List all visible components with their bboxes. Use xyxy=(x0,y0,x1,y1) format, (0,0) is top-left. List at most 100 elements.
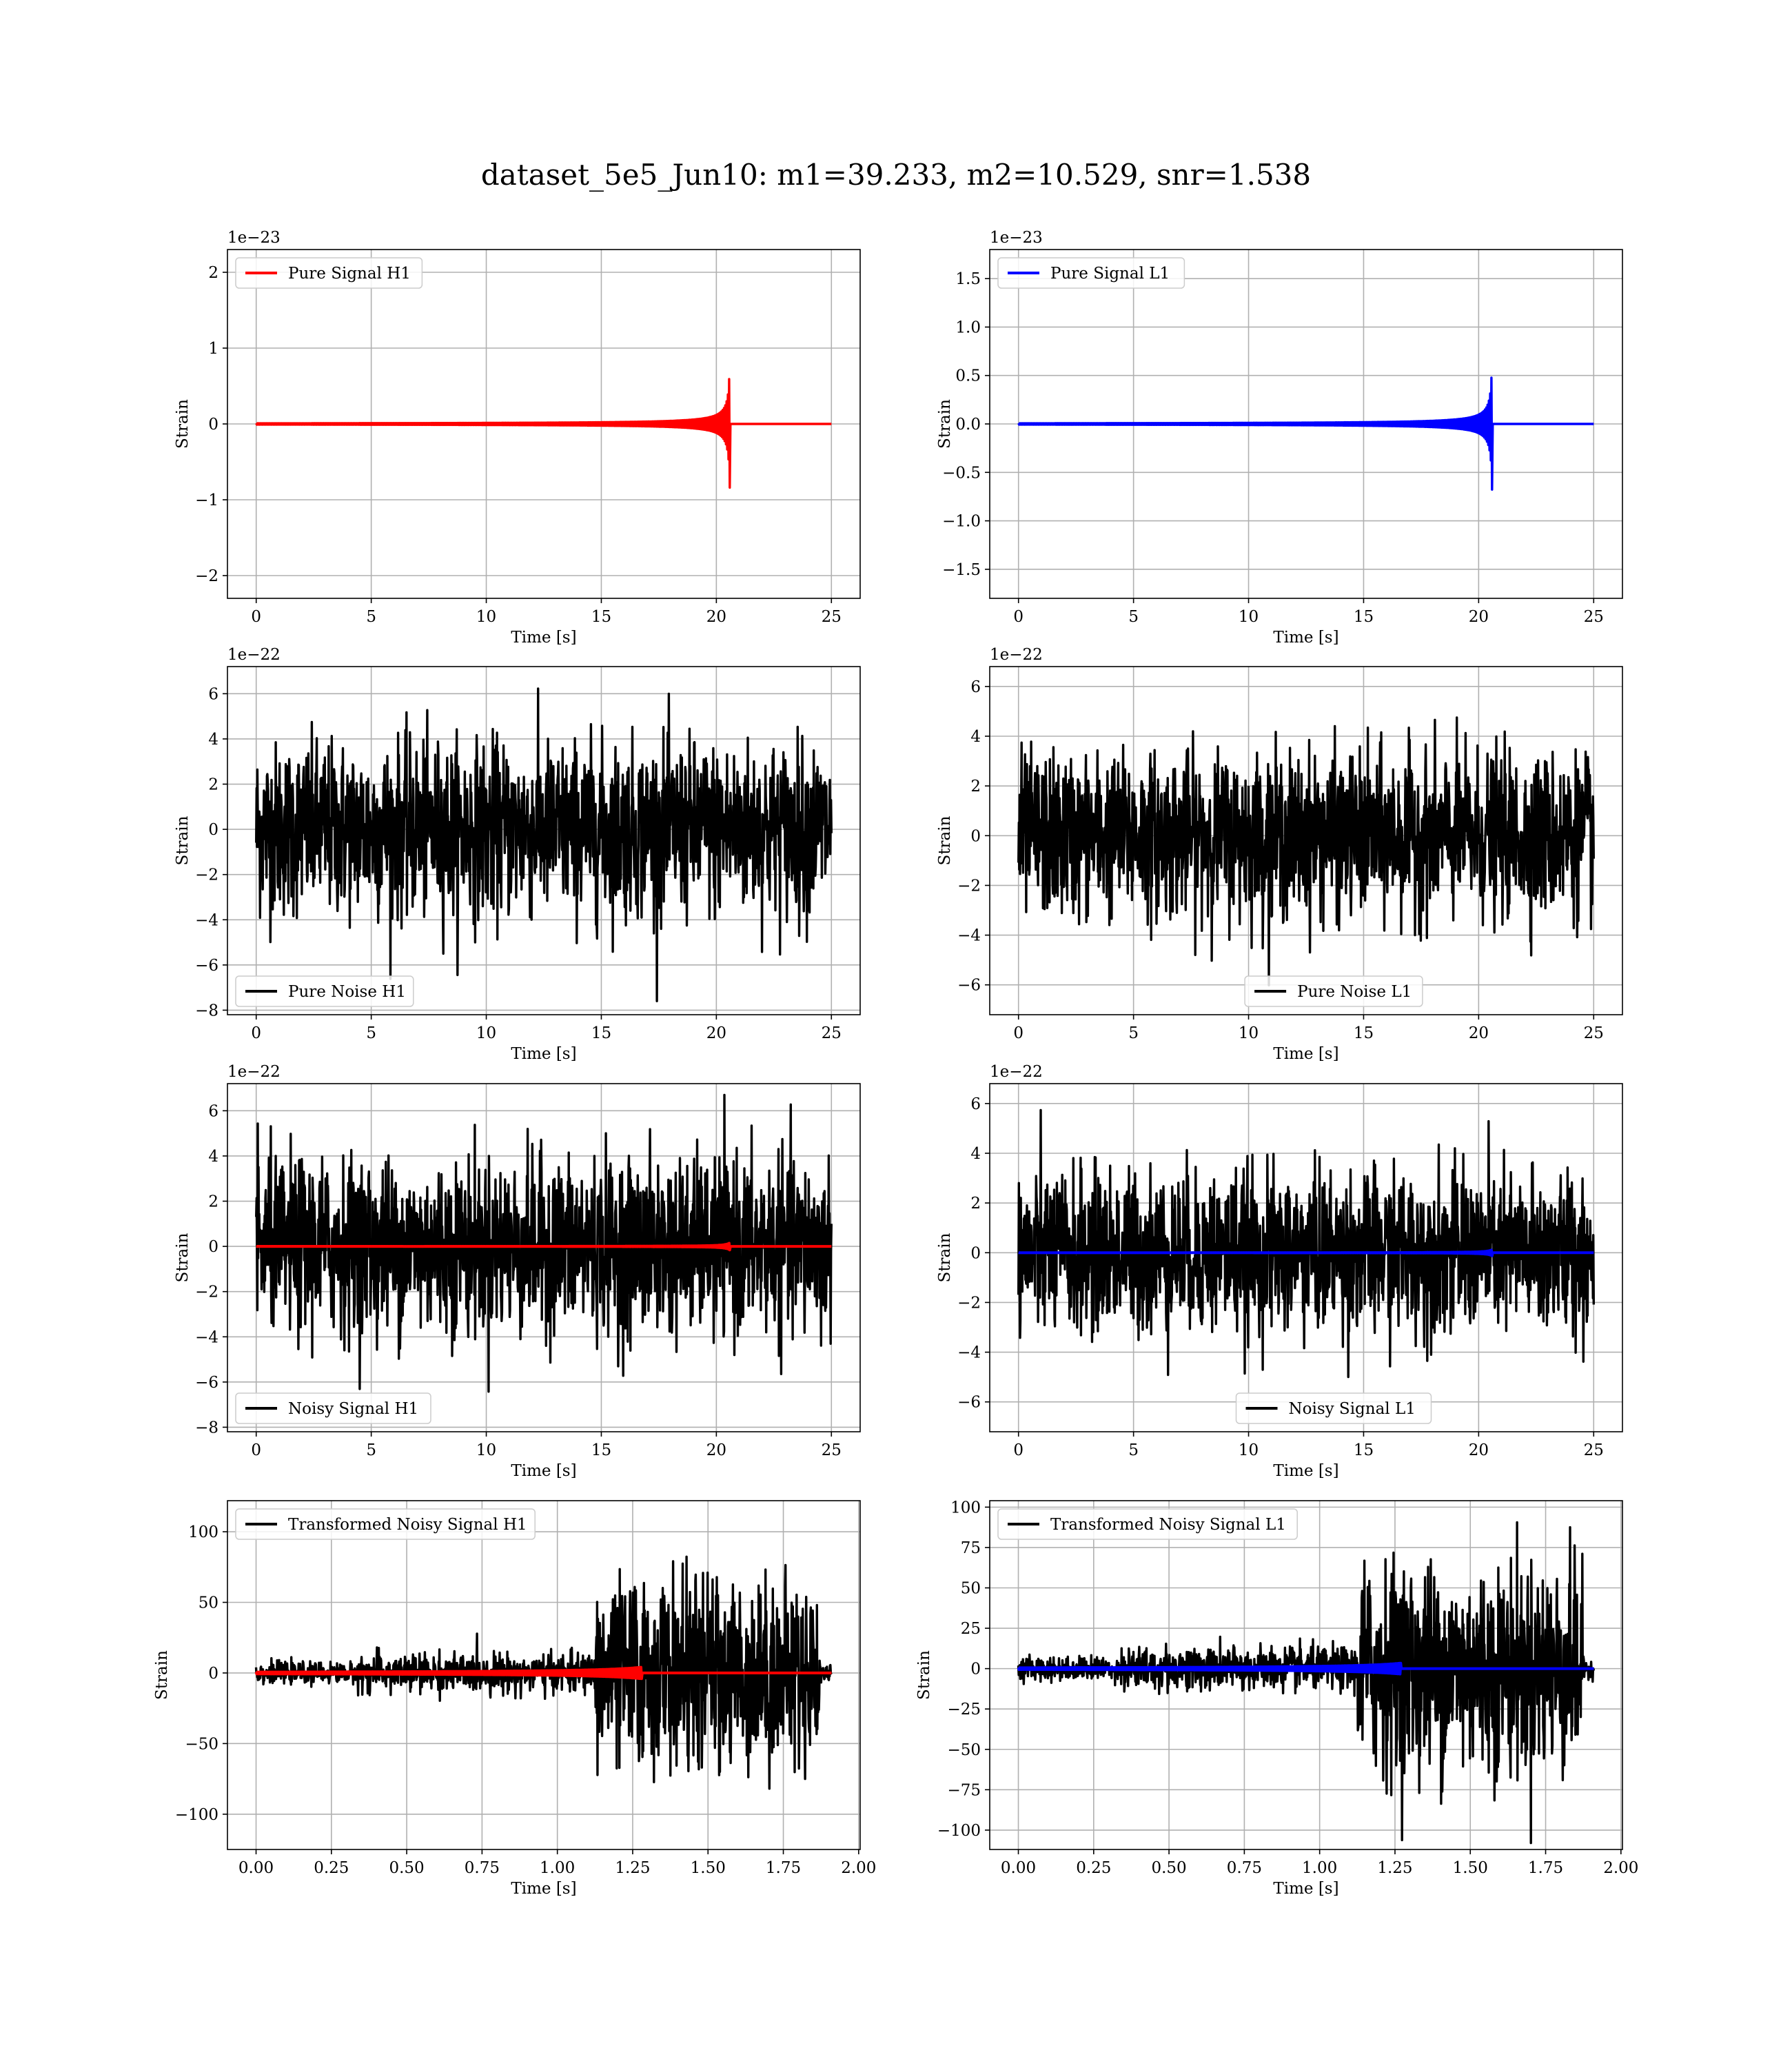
y-tick-label: 6 xyxy=(970,1095,981,1113)
y-tick-label: 4 xyxy=(208,731,218,749)
series-line-1 xyxy=(255,1093,833,1393)
legend-box xyxy=(235,975,414,1007)
y-tick-label: 4 xyxy=(970,1145,981,1163)
y-tick-label: −100 xyxy=(175,1806,218,1824)
x-tick-label: 15 xyxy=(1354,1024,1374,1042)
x-tick-label: 1.50 xyxy=(691,1859,726,1877)
x-tick-label: 5 xyxy=(366,1441,376,1459)
x-tick-label: 2.00 xyxy=(1603,1859,1638,1877)
subplot-8: 0.00 0.25 0.50 0.75 1.00 1.25 1.50 1.75 2.00 100 7… xyxy=(915,1499,1638,1898)
y-tick-label: 0 xyxy=(970,827,981,845)
x-tick-label: 1.00 xyxy=(540,1859,575,1877)
y-tick-label: 4 xyxy=(970,728,981,746)
x-axis-label: Time [s] xyxy=(1273,1045,1338,1063)
series-line-2 xyxy=(1017,1661,1595,1676)
x-tick-label: 15 xyxy=(1354,608,1374,626)
y-tick-label: −50 xyxy=(947,1741,981,1759)
y-tick-label: 2 xyxy=(970,1195,981,1213)
y-tick-label: 0 xyxy=(208,1665,218,1683)
x-tick-label: 1.75 xyxy=(1528,1859,1563,1877)
plot-area xyxy=(255,1093,833,1393)
y-axis-label: Strain xyxy=(153,1650,171,1700)
x-tick-label: 15 xyxy=(591,1024,611,1042)
plot-area xyxy=(1017,1521,1596,1845)
y-tick-label: −4 xyxy=(957,1344,981,1362)
x-tick-label: 1.50 xyxy=(1453,1859,1488,1877)
x-tick-label: 15 xyxy=(591,608,611,626)
legend-box xyxy=(235,257,423,289)
y-tick-label: 6 xyxy=(208,685,218,703)
y-axis-label: Strain xyxy=(174,399,192,449)
x-tick-label: 5 xyxy=(366,1024,376,1042)
axes-frame xyxy=(227,1500,861,1850)
y-tick-label: 0 xyxy=(208,1238,218,1256)
series-line-1 xyxy=(255,378,832,489)
x-tick-label: 5 xyxy=(366,608,376,626)
subplot-7: 0.00 0.25 0.50 0.75 1.00 1.25 1.50 1.75 2.00 100 5… xyxy=(153,1500,876,1898)
x-tick-label: 15 xyxy=(1354,1441,1374,1459)
x-tick-label: 1.00 xyxy=(1302,1859,1337,1877)
y-tick-label: −0.5 xyxy=(942,464,981,482)
y-tick-label: 50 xyxy=(961,1580,981,1598)
y-tick-label: −8 xyxy=(195,1419,218,1437)
y-axis-label: Strain xyxy=(174,815,192,865)
x-tick-label: 25 xyxy=(822,1441,842,1459)
y-tick-label: −50 xyxy=(185,1735,218,1753)
x-tick-label: 1.25 xyxy=(1377,1859,1412,1877)
y-tick-label: −2 xyxy=(195,866,218,884)
plot-area xyxy=(255,687,833,1002)
y-tick-label: 0 xyxy=(208,821,218,839)
y-tick-label: −4 xyxy=(195,911,218,929)
x-axis-label: Time [s] xyxy=(1273,629,1338,647)
plot-area xyxy=(1017,716,1595,986)
axis-offset-text: 1e−22 xyxy=(227,1063,281,1081)
y-axis-label: Strain xyxy=(936,815,954,865)
x-tick-label: 0 xyxy=(251,1024,261,1042)
x-tick-label: 2.00 xyxy=(841,1859,876,1877)
axis-offset-text: 1e−23 xyxy=(227,229,281,247)
legend-box xyxy=(235,1508,536,1540)
legend-label: Transformed Noisy Signal H1 xyxy=(288,1516,527,1534)
y-tick-label: −6 xyxy=(195,1374,218,1392)
y-tick-label: 100 xyxy=(950,1499,981,1517)
y-tick-label: −6 xyxy=(957,977,981,995)
y-tick-label: −2 xyxy=(195,567,218,585)
x-axis-label: Time [s] xyxy=(511,1045,576,1063)
legend-box xyxy=(1235,1392,1432,1424)
y-axis-label: Strain xyxy=(936,399,954,449)
y-tick-label: −2 xyxy=(957,1294,981,1312)
legend-label: Pure Noise L1 xyxy=(1297,983,1412,1001)
legend: Pure Signal L1 xyxy=(997,257,1185,289)
y-tick-label: −2 xyxy=(957,877,981,895)
x-tick-label: 25 xyxy=(822,608,842,626)
y-tick-label: 2 xyxy=(208,264,218,282)
legend-label: Noisy Signal L1 xyxy=(1289,1400,1416,1418)
y-tick-label: −8 xyxy=(195,1002,218,1020)
plot-area xyxy=(254,1555,833,1790)
legend: Transformed Noisy Signal L1 xyxy=(997,1508,1298,1540)
y-axis-label: Strain xyxy=(174,1233,192,1282)
legend-box xyxy=(997,257,1185,289)
y-tick-label: 6 xyxy=(208,1102,218,1120)
x-tick-label: 20 xyxy=(1469,1441,1489,1459)
series-line-1 xyxy=(1017,1108,1595,1379)
y-tick-label: −4 xyxy=(957,927,981,945)
x-tick-label: 5 xyxy=(1128,1441,1139,1459)
y-tick-label: −1 xyxy=(195,491,218,509)
x-axis-label: Time [s] xyxy=(511,1880,576,1898)
axes-frame xyxy=(989,666,1623,1015)
y-tick-label: −25 xyxy=(947,1701,981,1719)
x-axis-label: Time [s] xyxy=(1273,1462,1338,1480)
legend: Noisy Signal L1 xyxy=(1235,1392,1432,1424)
legend: Pure Noise H1 xyxy=(235,975,414,1007)
y-tick-label: 75 xyxy=(961,1539,981,1557)
x-tick-label: 0.75 xyxy=(1227,1859,1262,1877)
x-tick-label: 25 xyxy=(1584,1024,1604,1042)
y-tick-label: 0.0 xyxy=(955,416,981,434)
